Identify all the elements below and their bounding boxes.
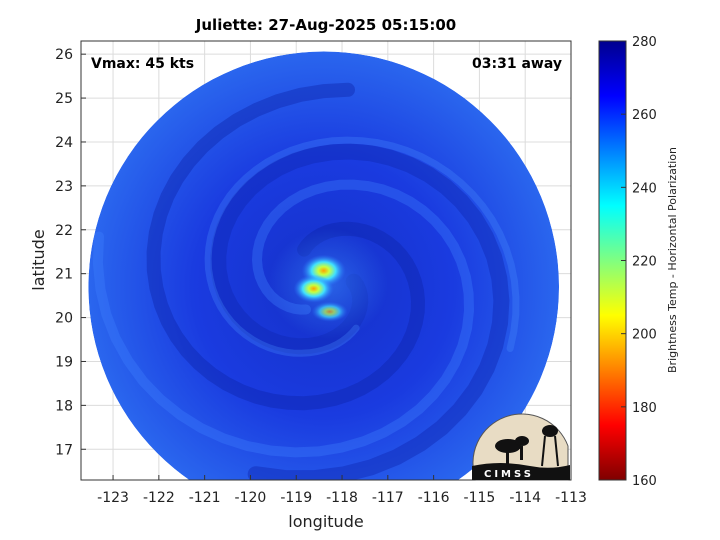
cimss-logo: CIMSS [472, 413, 570, 481]
y-tick-label: 20 [55, 311, 73, 327]
x-tick-label: -123 [97, 490, 129, 506]
colorbar-tick-label: 160 [632, 474, 657, 489]
rain-bands [92, 82, 520, 480]
time-away-label: 03:31 away [472, 56, 562, 72]
x-tick-label: -113 [555, 490, 587, 506]
y-tick-label: 19 [55, 354, 73, 370]
x-tick-label: -115 [464, 490, 496, 506]
y-tick-label: 21 [55, 267, 73, 283]
water-tower-shape [542, 425, 558, 437]
satellite-dish-shape [495, 439, 521, 453]
colorbar-tick-label: 180 [632, 401, 657, 416]
x-tick-label: -117 [372, 490, 404, 506]
logo-text: CIMSS [484, 469, 534, 480]
rain-band [146, 82, 426, 411]
chart-title: Juliette: 27-Aug-2025 05:15:00 [195, 16, 456, 34]
x-tick-label: -118 [326, 490, 358, 506]
colorbar-ticks: 160 180 200 220 240 260 280 [621, 35, 657, 489]
microwave-swath [88, 51, 560, 480]
eyewall-hotspot [293, 274, 334, 303]
y-tick-label: 22 [55, 223, 73, 239]
colorbar-tick-label: 220 [632, 255, 657, 270]
y-axis-label: latitude [29, 229, 48, 290]
y-tick-label: 25 [55, 91, 73, 107]
rain-band [92, 179, 475, 458]
vmax-label: Vmax: 45 kts [91, 56, 194, 72]
x-tick-label: -122 [143, 490, 175, 506]
plot-area: -123 -122 -121 -120 -119 -118 -117 -116 -115 -114… [55, 40, 587, 506]
y-tick-label: 26 [55, 47, 73, 63]
colorbar-tick-label: 260 [632, 108, 657, 123]
x-tick-label: -116 [418, 490, 450, 506]
y-axis-ticks: 17 18 19 20 21 22 23 24 25 26 [55, 47, 86, 458]
colorbar-tick-label: 280 [632, 35, 657, 50]
rain-band [204, 136, 520, 357]
rainband-hotspot [311, 301, 348, 322]
colorbar: 160 180 200 220 240 260 280 Brightness Temp - … [598, 35, 679, 489]
x-tick-label: -121 [189, 490, 221, 506]
x-tick-label: -120 [235, 490, 267, 506]
y-tick-label: 23 [55, 179, 73, 195]
y-tick-label: 18 [55, 398, 73, 414]
satellite-dish-shape [515, 436, 529, 446]
x-axis-label: longitude [288, 512, 363, 531]
colorbar-tick-label: 240 [632, 181, 657, 196]
x-axis-ticks: -123 -122 -121 -120 -119 -118 -117 -116 -115 -114… [97, 475, 587, 506]
y-tick-label: 24 [55, 135, 73, 151]
colorbar-tick-label: 200 [632, 328, 657, 343]
y-tick-label: 17 [55, 442, 73, 458]
colorbar-label: Brightness Temp - Horizontal Polarizatio… [666, 147, 679, 373]
x-tick-label: -114 [509, 490, 541, 506]
plot-frame [80, 40, 572, 481]
x-tick-label: -119 [280, 490, 312, 506]
